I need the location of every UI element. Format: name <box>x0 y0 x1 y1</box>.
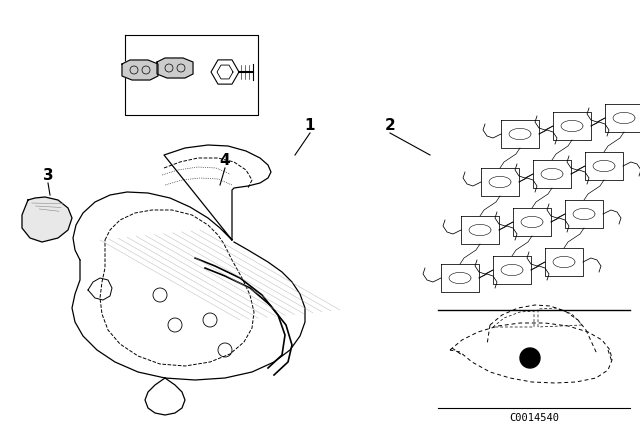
Polygon shape <box>122 60 158 80</box>
Text: 2: 2 <box>385 117 396 133</box>
Circle shape <box>520 348 540 368</box>
Text: 3: 3 <box>43 168 53 182</box>
Text: 1: 1 <box>305 117 316 133</box>
Polygon shape <box>157 58 193 78</box>
Text: 4: 4 <box>220 152 230 168</box>
Text: C0014540: C0014540 <box>509 413 559 423</box>
Polygon shape <box>22 197 72 242</box>
